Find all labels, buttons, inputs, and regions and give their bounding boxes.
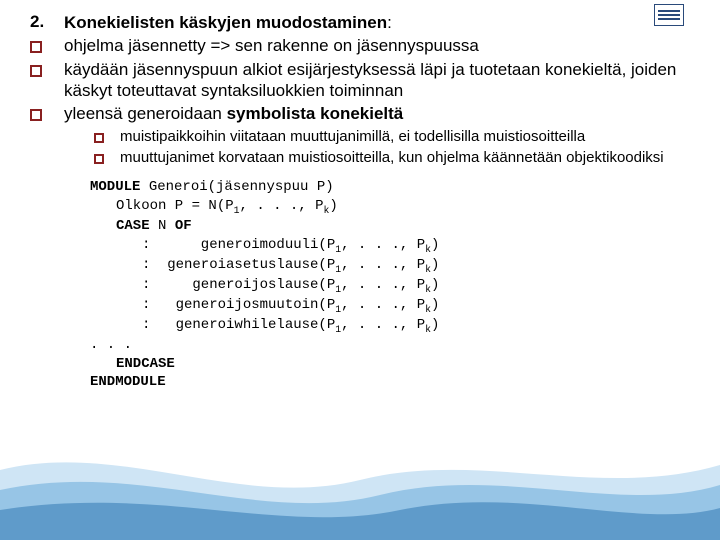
sub-bullet-2-text: muuttujanimet korvataan muistiosoitteill… — [120, 149, 690, 168]
section-title: Konekielisten käskyjen muodostaminen: — [64, 12, 690, 33]
bullet-1-text: ohjelma jäsennetty => sen rakenne on jäs… — [64, 35, 690, 56]
bullet-3-text: yleensä generoidaan symbolista konekielt… — [64, 103, 690, 124]
sub-bullet-list: muistipaikkoihin viitataan muuttujanimil… — [30, 128, 690, 168]
section-title-suffix: : — [387, 13, 392, 32]
list-number: 2. — [30, 12, 64, 32]
bullet-icon — [30, 65, 42, 77]
bullet-icon — [30, 109, 42, 121]
bullet-icon — [30, 41, 42, 53]
sub-bullet-1-text: muistipaikkoihin viitataan muuttujanimil… — [120, 128, 690, 147]
bullet-2-text: käydään jäsennyspuun alkiot esijärjestyk… — [64, 59, 690, 102]
slide-thumbnail-icon — [654, 4, 684, 26]
slide-content: 2. Konekielisten käskyjen muodostaminen:… — [0, 0, 720, 392]
bullet-3-bold: symbolista konekieltä — [227, 104, 404, 123]
code-block: MODULE Generoi(jäsennyspuu P)Olkoon P = … — [30, 178, 690, 393]
bullet-icon — [94, 154, 104, 164]
bullet-3-pre: yleensä generoidaan — [64, 104, 227, 123]
background-wave — [0, 430, 720, 540]
bullet-icon — [94, 133, 104, 143]
section-title-bold: Konekielisten käskyjen muodostaminen — [64, 13, 387, 32]
